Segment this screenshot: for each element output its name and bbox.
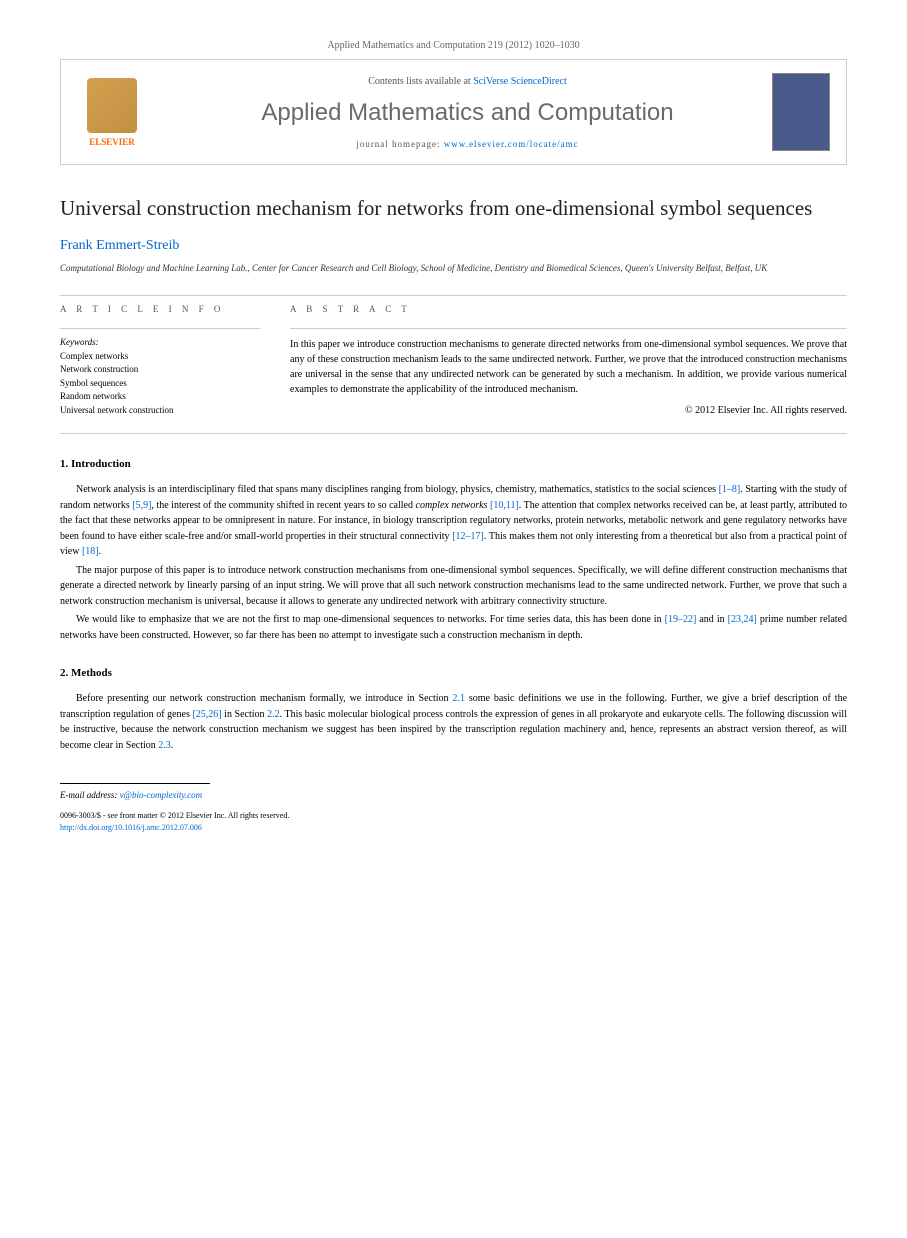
author-name[interactable]: Frank Emmert-Streib (60, 238, 847, 254)
homepage-link[interactable]: www.elsevier.com/locate/amc (444, 139, 579, 149)
keyword: Symbol sequences (60, 377, 260, 391)
email-label: E-mail address: (60, 790, 117, 800)
divider (290, 328, 847, 329)
footer-divider (60, 783, 210, 784)
homepage-line: journal homepage: www.elsevier.com/locat… (163, 139, 772, 149)
divider (60, 295, 847, 296)
contents-prefix: Contents lists available at (368, 76, 473, 87)
ref-link[interactable]: [23,24] (728, 614, 757, 625)
info-abstract-row: A R T I C L E I N F O Keywords: Complex … (60, 304, 847, 418)
journal-name: Applied Mathematics and Computation (163, 99, 772, 127)
abstract-heading: A B S T R A C T (290, 304, 847, 314)
section-ref-link[interactable]: 2.2 (267, 709, 280, 720)
intro-heading: 1. Introduction (60, 458, 847, 470)
keyword: Universal network construction (60, 404, 260, 418)
ref-link[interactable]: [12–17] (452, 531, 484, 542)
ref-link[interactable]: [19–22] (665, 614, 697, 625)
keyword: Random networks (60, 390, 260, 404)
publisher-logo: ELSEVIER (77, 72, 147, 152)
methods-heading: 2. Methods (60, 667, 847, 679)
footer-copyright-line: 0096-3003/$ - see front matter © 2012 El… (60, 810, 847, 821)
article-info: A R T I C L E I N F O Keywords: Complex … (60, 304, 260, 418)
journal-cover-thumbnail (772, 73, 830, 151)
email-line: E-mail address: v@bio-complexity.com (60, 790, 847, 800)
header-box: ELSEVIER Contents lists available at Sci… (60, 59, 847, 165)
keyword: Network construction (60, 363, 260, 377)
ref-link[interactable]: [25,26] (192, 709, 221, 720)
methods-p1: Before presenting our network constructi… (60, 691, 847, 753)
header-citation: Applied Mathematics and Computation 219 … (60, 40, 847, 51)
elsevier-tree-icon (87, 78, 137, 133)
article-title: Universal construction mechanism for net… (60, 195, 847, 222)
ref-link[interactable]: [18] (82, 546, 99, 557)
doi-link[interactable]: http://dx.doi.org/10.1016/j.amc.2012.07.… (60, 822, 847, 833)
ref-link[interactable]: [1–8] (719, 484, 741, 495)
intro-p1: Network analysis is an interdisciplinary… (60, 482, 847, 560)
divider (60, 328, 260, 329)
section-ref-link[interactable]: 2.3 (158, 740, 171, 751)
ref-link[interactable]: [10,11] (490, 500, 519, 511)
publisher-logo-text: ELSEVIER (89, 137, 135, 147)
homepage-prefix: journal homepage: (356, 139, 443, 149)
intro-p2: The major purpose of this paper is to in… (60, 563, 847, 610)
abstract-copyright: © 2012 Elsevier Inc. All rights reserved… (290, 405, 847, 416)
divider (60, 433, 847, 434)
article-info-heading: A R T I C L E I N F O (60, 304, 260, 314)
header-center: Contents lists available at SciVerse Sci… (163, 76, 772, 149)
abstract-column: A B S T R A C T In this paper we introdu… (290, 304, 847, 418)
keywords-label: Keywords: (60, 337, 260, 347)
keyword: Complex networks (60, 350, 260, 364)
affiliation: Computational Biology and Machine Learni… (60, 262, 847, 275)
email-link[interactable]: v@bio-complexity.com (120, 790, 203, 800)
intro-p3: We would like to emphasize that we are n… (60, 612, 847, 643)
abstract-text: In this paper we introduce construction … (290, 337, 847, 397)
footer-text: 0096-3003/$ - see front matter © 2012 El… (60, 810, 847, 832)
contents-line: Contents lists available at SciVerse Sci… (163, 76, 772, 87)
contents-link[interactable]: SciVerse ScienceDirect (473, 76, 567, 87)
ref-link[interactable]: [5,9] (132, 500, 151, 511)
section-ref-link[interactable]: 2.1 (452, 693, 465, 704)
